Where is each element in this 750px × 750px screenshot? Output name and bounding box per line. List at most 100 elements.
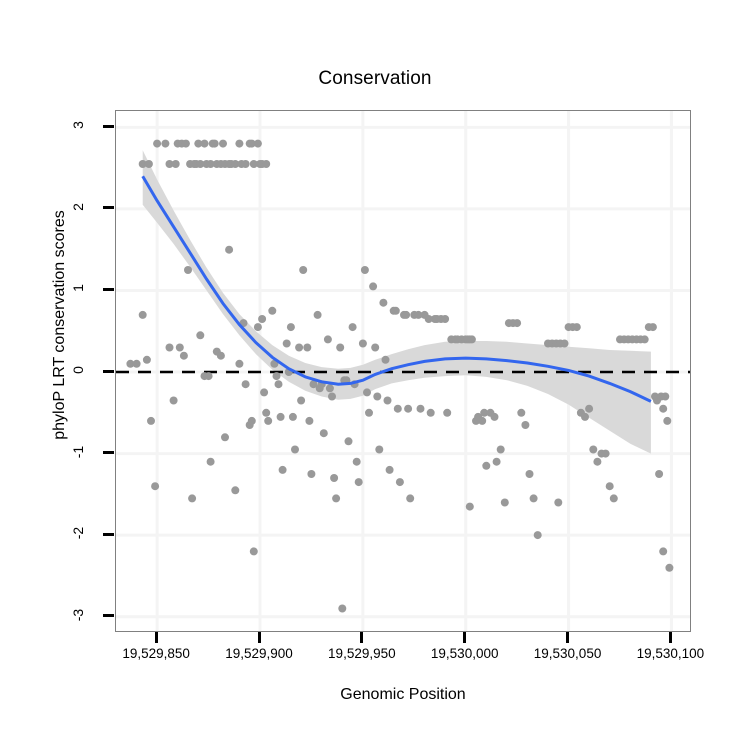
data-point (249, 547, 258, 556)
data-point (231, 486, 240, 495)
smooth-trend-line (141, 175, 652, 403)
data-point (609, 494, 618, 503)
data-point (665, 563, 674, 572)
data-point (344, 437, 353, 446)
y-axis-tick-label: 3 (70, 121, 86, 130)
data-point (161, 139, 170, 148)
data-point (560, 339, 569, 348)
x-axis-tick-label: 19,530,050 (533, 646, 602, 661)
data-point (393, 404, 402, 413)
data-point (663, 416, 672, 425)
y-axis-tick-mark (103, 532, 114, 536)
data-point (482, 461, 491, 470)
y-axis-tick-label: 2 (70, 202, 86, 211)
data-point (194, 139, 203, 148)
data-point (323, 335, 332, 344)
data-point (151, 482, 160, 491)
data-point (309, 380, 318, 389)
y-axis-tick-mark (103, 206, 114, 210)
data-point (581, 412, 589, 421)
data-point (291, 445, 299, 454)
data-point (200, 139, 209, 148)
data-point (235, 139, 244, 148)
data-point (307, 470, 316, 478)
data-point (338, 604, 347, 613)
data-point (286, 323, 295, 332)
data-point (225, 245, 234, 254)
smooth-confidence-band (142, 150, 651, 454)
data-point (521, 421, 530, 429)
data-point (165, 160, 174, 168)
data-point (572, 323, 581, 332)
data-point (216, 351, 225, 360)
data-point (363, 388, 371, 397)
data-point (441, 315, 450, 323)
data-point (175, 343, 184, 352)
data-point (529, 494, 538, 503)
data-point (373, 392, 382, 401)
x-axis-tick-mark (257, 632, 261, 643)
data-point (206, 457, 215, 466)
data-point (404, 404, 413, 413)
data-point (188, 494, 197, 503)
data-point (360, 266, 369, 274)
data-point (379, 298, 388, 307)
data-point (221, 433, 229, 442)
x-axis-tick-mark (668, 632, 672, 643)
data-point (147, 416, 155, 425)
data-point (282, 339, 291, 348)
data-point (274, 380, 283, 389)
data-point (593, 457, 602, 466)
data-point (196, 160, 205, 168)
data-point (184, 266, 192, 274)
data-point (210, 139, 219, 148)
data-point (132, 359, 141, 368)
data-point (288, 412, 297, 421)
data-point (272, 372, 281, 381)
data-point (480, 408, 489, 417)
data-point (348, 323, 357, 332)
data-point (354, 478, 363, 487)
data-point (383, 396, 392, 405)
data-point (381, 355, 390, 364)
y-axis-tick-mark (103, 614, 114, 618)
data-point (365, 408, 373, 417)
data-point (659, 547, 668, 556)
x-axis-tick-label: 19,529,850 (122, 646, 190, 661)
data-point (369, 282, 378, 291)
data-point (402, 310, 411, 319)
data-point (648, 323, 657, 332)
x-axis-tick-label: 19,530,000 (430, 646, 499, 661)
x-axis-tick-mark (154, 632, 158, 643)
data-point (241, 160, 250, 168)
data-point (219, 139, 227, 148)
data-point (328, 392, 336, 401)
data-point (496, 445, 505, 454)
data-point (249, 160, 258, 168)
data-point (358, 339, 367, 348)
data-point (478, 416, 487, 425)
data-point (385, 465, 394, 474)
data-point (313, 310, 322, 319)
data-point (492, 457, 501, 466)
data-point (278, 465, 287, 474)
data-point (525, 470, 534, 478)
x-axis-tick-label: 19,529,900 (225, 646, 293, 661)
data-point (262, 408, 271, 417)
data-point (605, 482, 614, 491)
data-point (391, 306, 400, 315)
y-axis-tick-mark (103, 124, 114, 128)
data-point (258, 315, 267, 323)
data-point (395, 478, 404, 487)
data-point (138, 160, 147, 168)
data-point (268, 306, 277, 315)
data-point (655, 470, 664, 478)
data-point (371, 343, 380, 352)
data-point (247, 416, 256, 425)
data-point (426, 408, 435, 417)
data-point (126, 359, 135, 368)
y-axis-tick-label: 0 (70, 366, 86, 374)
data-point (490, 412, 499, 421)
data-point (297, 396, 306, 405)
data-point (336, 343, 345, 352)
